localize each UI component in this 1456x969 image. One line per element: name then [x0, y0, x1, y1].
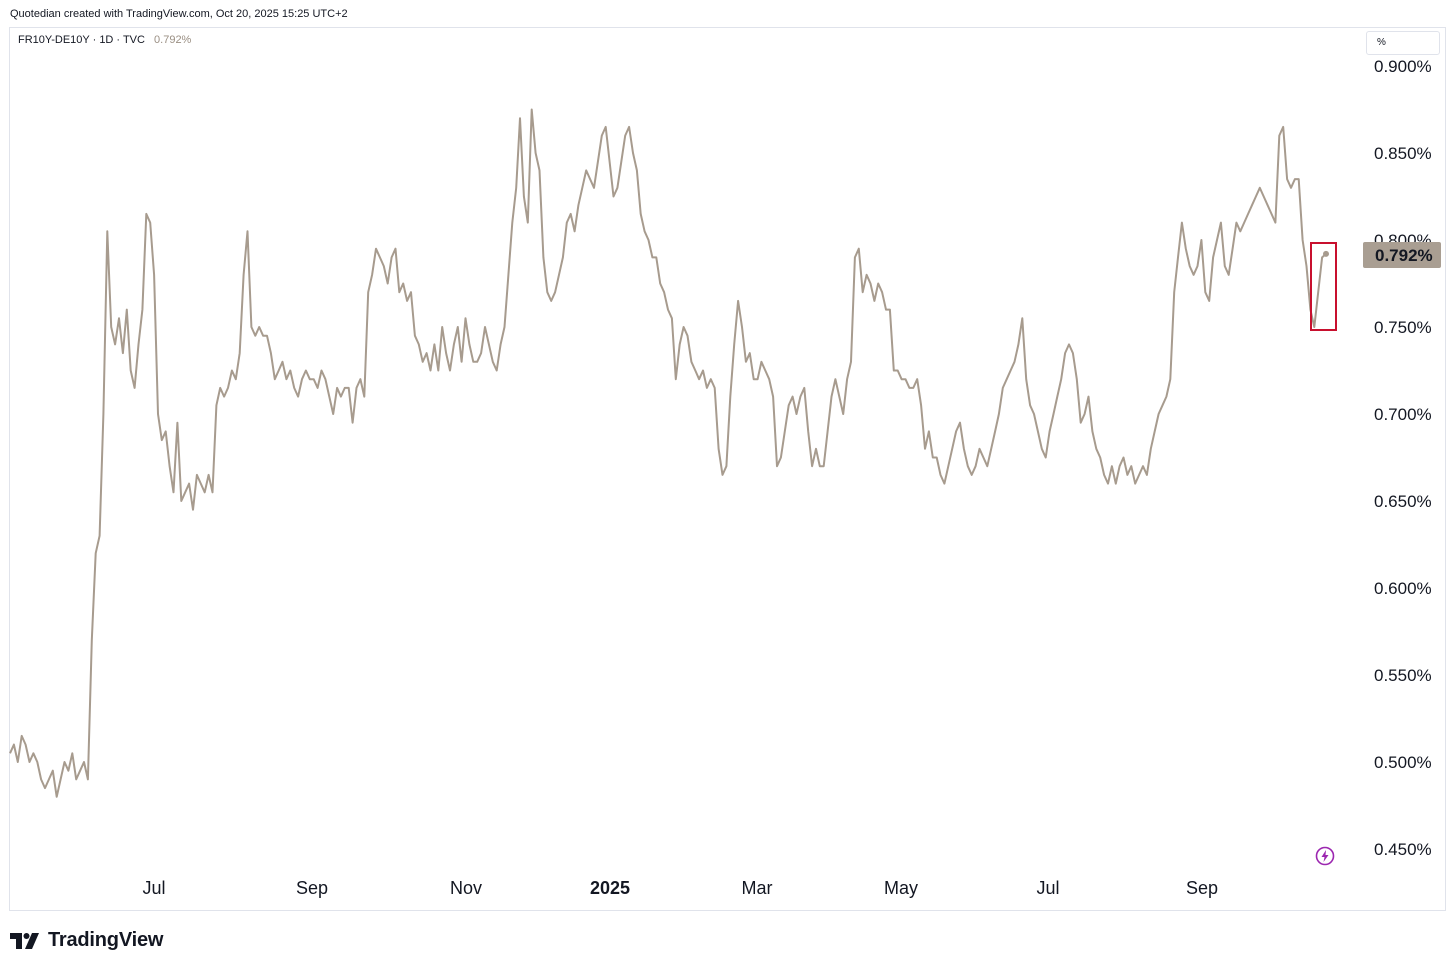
x-tick-label: Jul [1036, 878, 1059, 898]
x-tick-label: Mar [742, 878, 773, 898]
chart-frame [9, 27, 1446, 911]
x-tick-label: Nov [450, 878, 482, 898]
y-tick-label: 0.700% [1374, 405, 1432, 424]
highlight-box [1310, 242, 1337, 331]
x-axis: Jul Sep Nov 2025 Mar May Jul Sep [142, 878, 1218, 898]
chart-credit: Quotedian created with TradingView.com, … [10, 8, 348, 20]
tradingview-logo-icon [10, 932, 39, 949]
price-tag-label: 0.792% [1375, 246, 1433, 265]
y-tick-label: 0.750% [1374, 318, 1432, 337]
last-point-marker [1323, 250, 1329, 257]
tradingview-footer[interactable]: TradingView [10, 929, 163, 952]
y-tick-label: 0.450% [1374, 840, 1432, 859]
y-tick-label: 0.550% [1374, 666, 1432, 685]
symbol-name: FR10Y-DE10Y · 1D · TVC [18, 34, 145, 46]
series-line-fr10y-de10y [9, 108, 1327, 798]
unit-selector[interactable]: % [1366, 31, 1440, 55]
y-tick-label: 0.500% [1374, 753, 1432, 772]
symbol-legend[interactable]: FR10Y-DE10Y · 1D · TVC 0.792% [18, 34, 191, 46]
x-tick-label: Sep [296, 878, 328, 898]
y-tick-label: 0.900% [1374, 57, 1432, 76]
x-tick-label: May [884, 878, 918, 898]
y-tick-label: 0.850% [1374, 144, 1432, 163]
x-tick-label: Sep [1186, 878, 1218, 898]
x-tick-label: Jul [142, 878, 165, 898]
brand-name: TradingView [48, 929, 164, 951]
y-tick-label: 0.600% [1374, 579, 1432, 598]
lightning-bolt-icon[interactable] [1315, 846, 1335, 866]
y-axis: 0.900%0.850%0.800%0.750%0.700%0.650%0.60… [1374, 57, 1432, 859]
x-tick-label: 2025 [590, 878, 630, 898]
symbol-last-value: 0.792% [154, 34, 192, 46]
price-tag: 0.792% [1363, 242, 1441, 268]
y-tick-label: 0.650% [1374, 492, 1432, 511]
